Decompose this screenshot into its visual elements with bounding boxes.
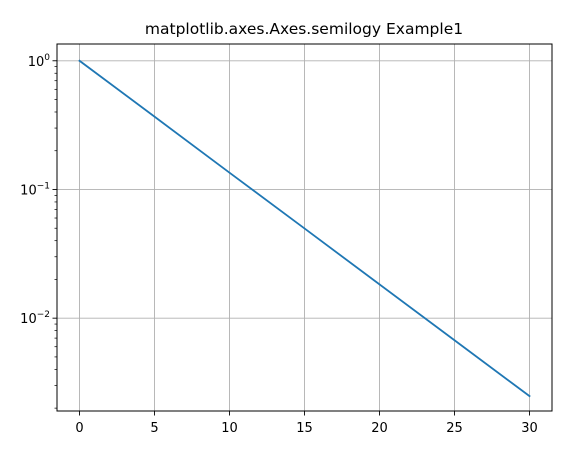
grid: [57, 44, 552, 411]
y-tick-base: 10: [28, 55, 45, 70]
x-tick-label: 20: [371, 421, 388, 436]
y-tick-label: 10−1: [20, 181, 50, 198]
x-tick-label: 25: [446, 421, 463, 436]
y-tick-exponent: 0: [44, 53, 50, 63]
chart-title: matplotlib.axes.Axes.semilogy Example1: [145, 20, 463, 38]
y-tick-base: 10: [20, 312, 37, 327]
y-tick-exponent: −2: [37, 310, 50, 320]
y-tick-label: 10−2: [20, 310, 50, 327]
y-tick-exponent: −1: [37, 181, 50, 191]
x-tick-label: 15: [296, 421, 313, 436]
x-tick-label: 30: [521, 421, 538, 436]
x-tick-label: 5: [150, 421, 158, 436]
y-tick-label: 100: [28, 53, 51, 70]
y-tick-base: 10: [20, 183, 37, 198]
series-layer: [78, 59, 531, 398]
x-tick-label: 0: [75, 421, 83, 436]
x-tick-label: 10: [221, 421, 238, 436]
series-line: [78, 59, 531, 398]
